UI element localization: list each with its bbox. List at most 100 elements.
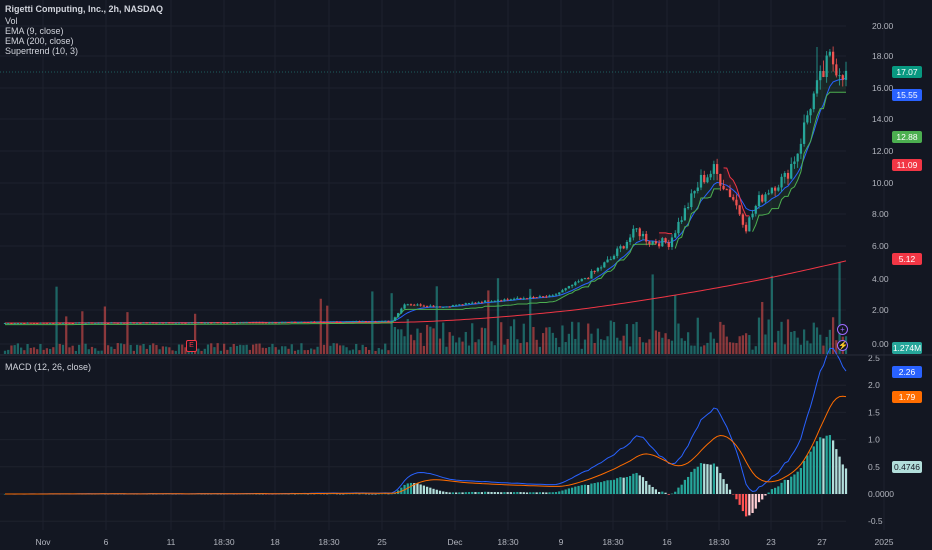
volume-bar — [506, 339, 509, 354]
volume-bar — [577, 322, 580, 354]
macd-histogram-bar — [693, 468, 696, 494]
macd-histogram-bar — [583, 484, 587, 494]
macd-histogram-bar — [519, 492, 522, 494]
macd-histogram-bar — [503, 492, 506, 494]
candle-body — [129, 322, 132, 324]
volume-bar — [744, 333, 748, 354]
candle-body — [342, 321, 345, 323]
volume-bar — [632, 324, 635, 354]
macd-histogram-bar — [638, 475, 641, 494]
volume-bar — [635, 321, 638, 354]
volume-bar — [245, 344, 248, 354]
volume-bar — [409, 334, 413, 354]
macd-histogram-bar — [580, 485, 583, 494]
volume-bar — [251, 344, 255, 354]
candle-body — [764, 194, 767, 202]
candle-body — [525, 298, 529, 300]
volume-bar — [132, 350, 136, 354]
candle-body — [10, 322, 13, 324]
candle-body — [235, 322, 239, 324]
macd-histogram-bar — [651, 486, 654, 494]
macd-histogram-bar — [770, 489, 774, 494]
macd-histogram-bar — [616, 478, 619, 494]
volume-bar — [274, 347, 277, 354]
supertrend-fill — [5, 51, 846, 325]
candle-body — [403, 304, 406, 309]
volume-bar — [545, 327, 548, 354]
volume-bar — [790, 331, 793, 354]
volume-bar — [806, 340, 809, 354]
candle-body — [619, 246, 622, 249]
candle-body — [139, 322, 142, 324]
volume-bar — [103, 306, 107, 354]
volume-bar — [677, 323, 680, 354]
macd-histogram-bar — [3, 494, 7, 495]
volume-bar — [664, 333, 667, 354]
volume-bar — [168, 347, 171, 354]
volume-bar — [732, 342, 735, 354]
macd-histogram-bar — [767, 492, 770, 494]
legend-vol[interactable]: Vol — [5, 16, 18, 26]
candle-body — [500, 300, 503, 302]
legend-ema200[interactable]: EMA (200, close) — [5, 36, 74, 46]
macd-panel — [3, 347, 848, 517]
candle-body — [355, 321, 358, 323]
candle-body — [490, 301, 493, 303]
price-tick-label: 0.00 — [872, 339, 889, 349]
macd-histogram-bar — [764, 494, 767, 496]
volume-bar — [529, 288, 532, 354]
candle-body — [106, 322, 110, 324]
candle-body — [474, 302, 477, 304]
candle-body — [335, 321, 339, 323]
candle-body — [612, 255, 616, 260]
candle-body — [645, 233, 648, 242]
legend-ema9[interactable]: EMA (9, close) — [5, 26, 64, 36]
candle-body — [148, 322, 152, 324]
macd-tick-label: 0.5 — [868, 462, 880, 472]
volume-bar — [525, 342, 529, 354]
candle-body — [338, 321, 342, 323]
candle-body — [770, 187, 774, 194]
macd-histogram-bar — [706, 464, 709, 494]
volume-bar — [210, 343, 213, 354]
plus-icon[interactable]: + — [837, 324, 848, 335]
volume-bar — [825, 336, 828, 354]
candle-body — [206, 322, 210, 324]
volume-bar — [367, 349, 371, 354]
volume-bar — [564, 342, 567, 354]
macd-histogram-bar — [680, 484, 683, 494]
volume-bar — [574, 338, 577, 354]
candle-body — [503, 299, 506, 301]
lightning-icon[interactable]: ⚡ — [837, 340, 848, 351]
volume-bar — [206, 344, 210, 354]
volume-bar — [503, 344, 506, 354]
candle-body — [567, 286, 571, 289]
candle-body — [783, 172, 786, 177]
candle-body — [290, 321, 293, 323]
macd-histogram-bar — [670, 493, 674, 495]
candle-body — [741, 214, 745, 225]
price-tick-label: 16.00 — [872, 83, 894, 93]
volume-bar — [358, 350, 361, 354]
legend-supertrend[interactable]: Supertrend (10, 3) — [5, 46, 79, 56]
volume-bar — [71, 345, 74, 354]
volume-bar — [90, 346, 94, 354]
volume-bar — [596, 328, 600, 354]
volume-bar — [580, 348, 583, 354]
earnings-icon[interactable]: E — [186, 340, 197, 352]
candle-body — [103, 322, 107, 324]
volume-bar — [123, 344, 126, 354]
macd-histogram-bar — [725, 483, 728, 494]
volume-bar — [696, 317, 699, 354]
volume-bar — [670, 340, 674, 354]
candle-body — [438, 306, 442, 308]
macd-title[interactable]: MACD (12, 26, close) — [5, 362, 92, 372]
volume-bar — [94, 348, 97, 354]
volume-bar — [686, 332, 690, 354]
volume-bar — [493, 345, 496, 354]
signal-tag: 1.79 — [892, 391, 922, 403]
macd-histogram-bar — [529, 492, 532, 494]
macd-histogram-bar — [416, 483, 419, 494]
volume-bar — [306, 350, 310, 354]
